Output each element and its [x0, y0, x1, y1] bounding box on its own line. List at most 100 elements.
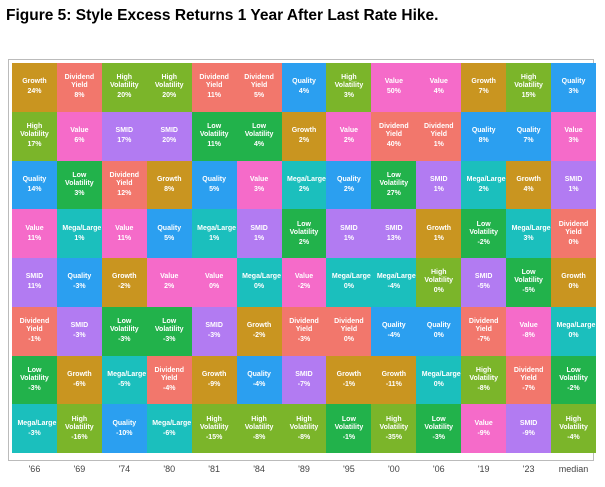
- excess-return: 20%: [162, 137, 177, 145]
- cell: Mega/Large 1%: [191, 209, 237, 258]
- style-label: Dividend Yield: [513, 366, 544, 382]
- excess-return: -16%: [71, 433, 88, 441]
- cell: Mega/Large 0%: [236, 258, 282, 307]
- cell: Quality -4%: [236, 355, 282, 405]
- style-label: Growth: [246, 322, 272, 330]
- style-label: High Volatility: [65, 415, 94, 431]
- cell: Mega/Large 2%: [461, 160, 507, 210]
- style-label: Mega/Large: [376, 273, 416, 281]
- excess-return: 3%: [568, 88, 579, 96]
- excess-return: 2%: [298, 238, 310, 246]
- style-label: Growth: [516, 175, 541, 183]
- cell: Dividend Yield 0%: [326, 306, 372, 356]
- cell: Growth 1%: [416, 209, 462, 258]
- style-label: SMID: [564, 175, 583, 183]
- cell: Low Volatility -3%: [101, 306, 147, 356]
- excess-return: 4%: [298, 88, 310, 96]
- style-label: Quality: [67, 273, 92, 281]
- cell: High Volatility 3%: [326, 63, 372, 112]
- excess-return: -5%: [477, 283, 490, 291]
- cell: Low Volatility 4%: [236, 111, 282, 161]
- excess-return: 20%: [162, 92, 177, 100]
- style-label: High Volatility: [109, 74, 139, 90]
- cell: Value 6%: [56, 111, 102, 161]
- excess-return: -15%: [205, 433, 223, 441]
- style-label: Value: [384, 78, 403, 86]
- cell: High Volatility 20%: [146, 63, 192, 112]
- excess-return: 5%: [209, 185, 220, 193]
- cell: High Volatility 0%: [416, 258, 462, 307]
- cell: SMID 11%: [12, 258, 57, 307]
- style-label: Dividend Yield: [289, 318, 319, 334]
- style-label: Growth: [156, 175, 182, 183]
- cell: SMID -5%: [461, 258, 507, 307]
- style-label: Growth: [381, 370, 407, 378]
- style-label: Dividend Yield: [154, 366, 184, 382]
- cell: Value 0%: [191, 258, 237, 307]
- excess-return: 2%: [478, 185, 489, 193]
- cell: Growth -6%: [56, 355, 102, 405]
- cell: Quality 0%: [416, 306, 462, 356]
- style-label: Value: [429, 78, 448, 86]
- style-label: Quality: [516, 127, 541, 135]
- style-label: SMID: [519, 419, 538, 427]
- style-label: Value: [70, 127, 89, 135]
- cell: Value -2%: [281, 258, 327, 307]
- cell: Quality 3%: [551, 63, 596, 112]
- cell: Mega/Large 0%: [326, 258, 372, 307]
- excess-return: -3%: [207, 332, 221, 340]
- excess-return: -5%: [522, 287, 535, 295]
- style-label: High Volatility: [289, 415, 319, 431]
- style-label: Value: [25, 224, 44, 232]
- style-label: High Volatility: [514, 74, 543, 90]
- cell: High Volatility -4%: [551, 404, 596, 453]
- excess-return: 1%: [568, 185, 579, 193]
- style-label: SMID: [295, 370, 313, 378]
- excess-return: 3%: [254, 185, 265, 193]
- column-label: '84: [253, 464, 265, 474]
- column-label: '69: [73, 464, 86, 474]
- style-label: SMID: [115, 127, 134, 135]
- excess-return: 13%: [386, 234, 401, 242]
- excess-return: -3%: [73, 283, 86, 291]
- style-label: Dividend Yield: [468, 318, 499, 334]
- cell: Value 3%: [236, 160, 282, 210]
- cell: High Volatility 17%: [12, 111, 57, 161]
- cell: High Volatility -16%: [56, 404, 102, 453]
- cell: Quality 14%: [12, 160, 57, 210]
- style-label: Value: [474, 419, 493, 427]
- style-label: Growth: [561, 273, 586, 281]
- excess-return: 8%: [478, 137, 489, 145]
- cell: High Volatility -8%: [281, 404, 327, 453]
- cell: Dividend Yield 8%: [56, 63, 102, 112]
- cell: Dividend Yield 40%: [371, 111, 417, 161]
- cell: Quality -4%: [371, 306, 417, 356]
- style-label: Mega/Large: [466, 175, 506, 183]
- excess-return: 27%: [386, 189, 401, 197]
- excess-return: 7%: [523, 137, 534, 145]
- cell: Mega/Large 0%: [416, 355, 462, 405]
- style-label: Low Volatility: [334, 415, 364, 431]
- excess-return: -6%: [73, 380, 86, 388]
- excess-return: -10%: [116, 429, 133, 437]
- style-label: SMID: [70, 322, 89, 330]
- cell: Value -8%: [506, 306, 552, 356]
- excess-return: 0%: [433, 287, 444, 295]
- cell: Growth 7%: [461, 63, 507, 112]
- cell: Dividend Yield 5%: [236, 63, 282, 112]
- excess-return: 0%: [433, 380, 444, 388]
- excess-return: 1%: [254, 234, 265, 242]
- style-label: Low Volatility: [154, 318, 184, 334]
- excess-return: 0%: [343, 336, 354, 344]
- cell: Growth 8%: [146, 160, 192, 210]
- style-label: SMID: [25, 273, 44, 281]
- cell: Mega/Large -3%: [12, 404, 57, 453]
- column-label: '66: [28, 464, 41, 474]
- excess-return: 1%: [209, 234, 220, 242]
- excess-return: 8%: [164, 185, 175, 193]
- cell: Dividend Yield 1%: [416, 111, 462, 161]
- cell: Value 2%: [326, 111, 372, 161]
- cell: Dividend Yield -3%: [281, 306, 327, 356]
- excess-return: -2%: [297, 283, 311, 291]
